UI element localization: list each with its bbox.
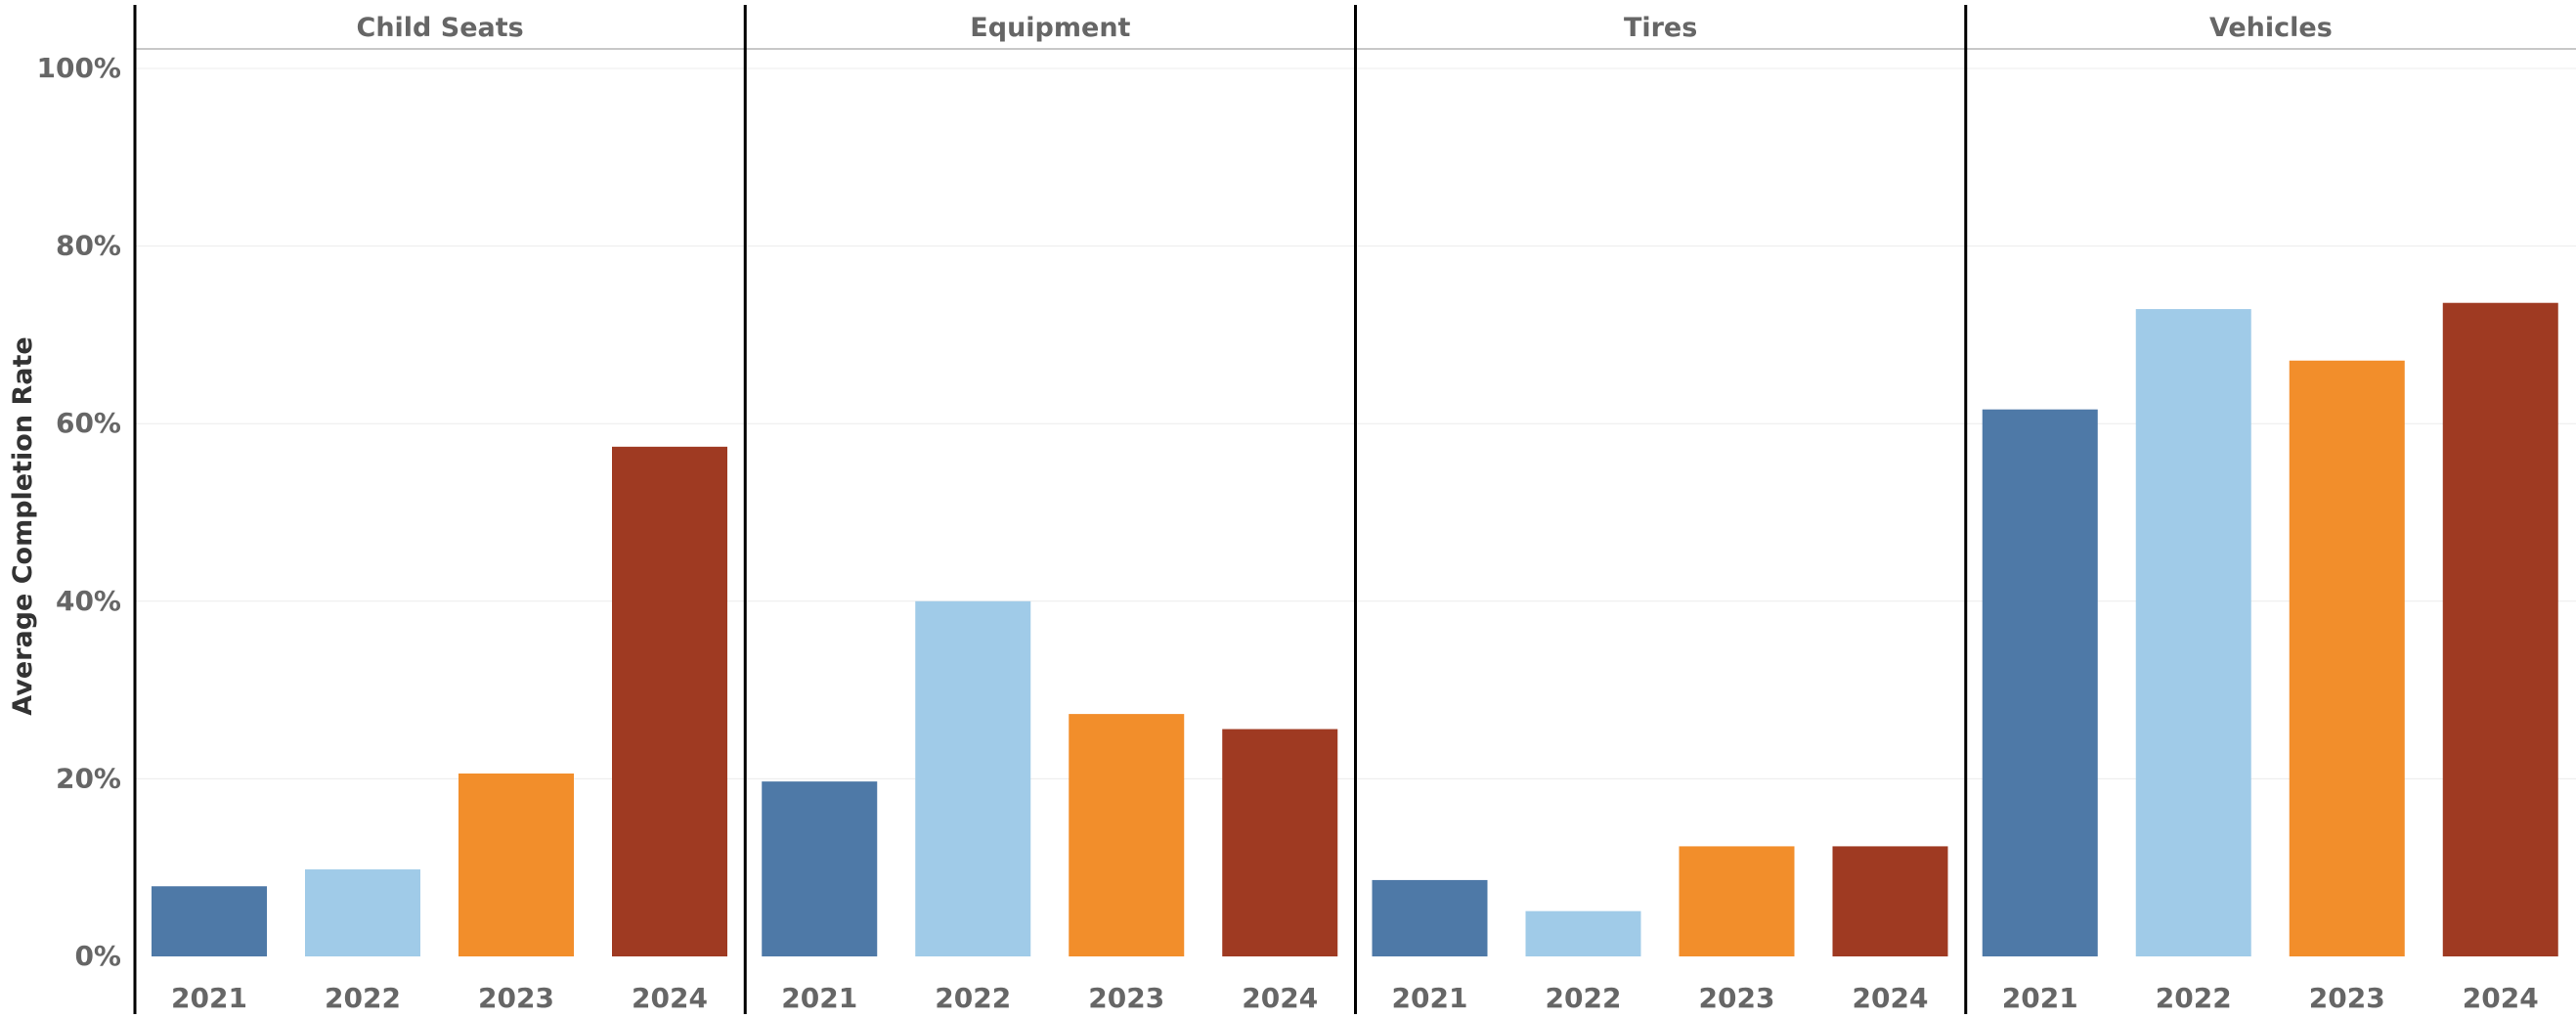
x-tick-label: 2023 <box>1699 982 1775 1014</box>
bar[interactable] <box>1222 729 1338 956</box>
x-tick-label: 2024 <box>1242 982 1318 1014</box>
panel-title: Vehicles <box>2209 13 2333 43</box>
bar[interactable] <box>2289 360 2405 956</box>
bar[interactable] <box>1982 409 2098 956</box>
x-tick-label: 2024 <box>1853 982 1929 1014</box>
bar[interactable] <box>1525 910 1641 956</box>
panel-title: Tires <box>1624 13 1697 43</box>
x-tick-label: 2021 <box>2002 982 2078 1014</box>
bar[interactable] <box>915 600 1031 956</box>
y-tick-label: 0% <box>74 940 121 972</box>
x-tick-label: 2021 <box>171 982 247 1014</box>
y-tick-label: 60% <box>56 407 121 439</box>
x-tick-label: 2023 <box>1088 982 1164 1014</box>
x-tick-label: 2022 <box>325 982 401 1014</box>
x-tick-label: 2024 <box>2463 982 2539 1014</box>
x-tick-label: 2021 <box>781 982 857 1014</box>
panel-title: Equipment <box>970 13 1130 43</box>
bar[interactable] <box>762 781 878 956</box>
bar[interactable] <box>152 886 267 956</box>
panel-title: Child Seats <box>357 13 524 43</box>
bar[interactable] <box>612 446 727 957</box>
x-tick-label: 2022 <box>1546 982 1622 1014</box>
bar[interactable] <box>1832 846 1948 956</box>
bar[interactable] <box>305 869 420 956</box>
y-tick-label: 80% <box>56 230 121 262</box>
y-tick-label: 20% <box>56 762 121 794</box>
x-tick-label: 2024 <box>632 982 708 1014</box>
bar[interactable] <box>1679 846 1795 956</box>
bar[interactable] <box>1372 879 1488 956</box>
bar[interactable] <box>458 773 574 956</box>
y-axis-label: Average Completion Rate <box>8 336 38 715</box>
bar[interactable] <box>2442 302 2558 956</box>
bar[interactable] <box>1069 714 1185 956</box>
x-tick-label: 2022 <box>2156 982 2232 1014</box>
y-tick-label: 40% <box>56 585 121 617</box>
bar[interactable] <box>2135 309 2251 956</box>
x-tick-label: 2023 <box>478 982 554 1014</box>
x-tick-label: 2022 <box>935 982 1011 1014</box>
y-tick-label: 100% <box>36 52 121 84</box>
x-tick-label: 2021 <box>1392 982 1468 1014</box>
x-tick-label: 2023 <box>2309 982 2385 1014</box>
